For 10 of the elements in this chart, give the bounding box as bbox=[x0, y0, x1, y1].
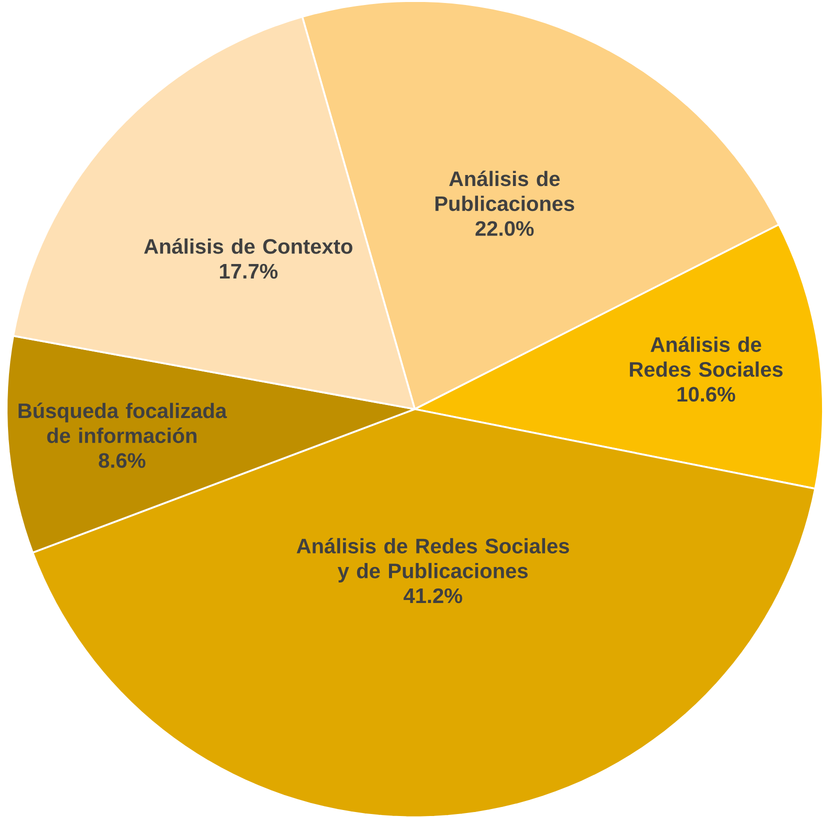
data-label: 10.6% bbox=[678, 386, 736, 402]
slice-label: Análisis de Publicaciones bbox=[435, 170, 574, 211]
data-label: 22.0% bbox=[476, 220, 534, 236]
slice-label: Análisis de Contexto bbox=[144, 238, 352, 254]
slice-label: Análisis de Redes Sociales y de Publicaciones bbox=[296, 538, 569, 582]
data-label: 8.6% bbox=[98, 452, 146, 468]
slice-label: Búsqueda focalizada de información bbox=[18, 402, 227, 443]
data-label: 41.2% bbox=[404, 588, 462, 604]
data-label: 17.7% bbox=[220, 264, 278, 279]
slice-label: Análisis de Redes Sociales bbox=[630, 336, 783, 377]
